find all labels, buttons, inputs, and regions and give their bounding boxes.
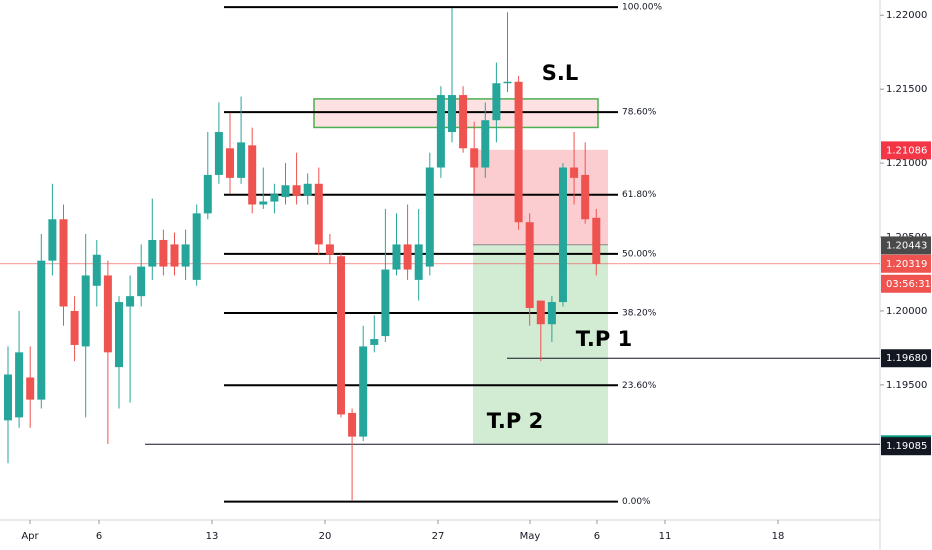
candle-body: [237, 142, 246, 178]
candle-body: [425, 167, 434, 267]
candle-body: [459, 95, 468, 149]
candle-body: [592, 217, 601, 264]
annotation: S.L: [542, 61, 578, 85]
y-tick-label: 1.21000: [886, 158, 927, 169]
candle-body: [503, 81, 512, 84]
fib-label: 23.60%: [622, 381, 657, 391]
candle-body: [170, 244, 179, 267]
candle-body: [192, 213, 201, 280]
candle-body: [15, 352, 24, 418]
y-tick-label: 1.20000: [886, 306, 927, 317]
x-tick-label: 27: [432, 531, 445, 542]
candle-body: [514, 81, 523, 223]
candle-body: [292, 185, 301, 196]
fib-label: 100.00%: [622, 3, 662, 13]
candle-body: [303, 183, 312, 196]
price-label: 1.21086: [886, 145, 927, 156]
x-tick-label: 11: [659, 531, 672, 542]
price-label-bg: [881, 254, 931, 273]
candle-body: [436, 95, 445, 168]
x-tick-label: May: [520, 531, 541, 542]
fib-label: 78.60%: [622, 108, 657, 118]
price-label-bg: [881, 349, 931, 368]
candle-body: [137, 266, 146, 297]
candle-body: [203, 174, 212, 214]
candle-body: [270, 194, 279, 202]
candle-body: [403, 244, 412, 270]
candle-body: [336, 256, 345, 415]
x-tick-label: 20: [319, 531, 332, 542]
candle-body: [225, 148, 234, 178]
candle-body: [481, 120, 490, 168]
fib-label: 0.00%: [622, 497, 651, 507]
candle-body: [70, 310, 79, 345]
fib-label: 61.80%: [622, 190, 657, 200]
candle-body: [325, 244, 334, 255]
price-label: 1.19680: [886, 353, 927, 364]
candle-body: [259, 201, 268, 205]
candle-body: [581, 174, 590, 220]
candle-body: [59, 219, 68, 307]
fib-label: 50.00%: [622, 249, 657, 259]
candle-body: [103, 275, 112, 353]
candle-body: [148, 239, 157, 267]
price-label: 1.20319: [886, 259, 927, 270]
sl-zone: [313, 98, 599, 129]
candle-body: [281, 185, 290, 198]
candle-body: [81, 275, 90, 347]
countdown: 03:56:31: [886, 279, 931, 290]
candle-body: [3, 374, 12, 421]
candle-body: [558, 167, 567, 303]
price-label: 1.19085: [886, 441, 927, 452]
price-label: 1.20443: [886, 240, 927, 251]
candle-body: [26, 377, 35, 400]
fib-label: 38.20%: [622, 309, 657, 319]
x-tick-label: 6: [594, 531, 600, 542]
candle-body: [314, 183, 323, 245]
candle-body: [348, 412, 357, 437]
candle-body: [570, 167, 579, 178]
x-tick-label: Apr: [21, 531, 39, 542]
candle-body: [114, 302, 123, 368]
candle-body: [536, 300, 545, 325]
candle-body: [159, 239, 168, 267]
y-tick-label: 1.22000: [886, 10, 927, 21]
candle-body: [470, 148, 479, 168]
x-tick-label: 13: [206, 531, 219, 542]
candle-body: [370, 339, 379, 345]
candle-body: [181, 244, 190, 267]
x-tick-label: 18: [772, 531, 785, 542]
candle-body: [392, 244, 401, 270]
candle-body: [48, 219, 57, 261]
y-tick-label: 1.21500: [886, 84, 927, 95]
candle-body: [381, 269, 390, 337]
y-tick-label: 1.19500: [886, 380, 927, 391]
candle-body: [525, 222, 534, 308]
candle-body: [248, 145, 257, 205]
candle-body: [92, 254, 101, 286]
candle-body: [359, 346, 368, 437]
x-tick-label: 6: [96, 531, 102, 542]
annotation: T.P 2: [487, 409, 543, 433]
candle-body: [37, 260, 46, 400]
candle-body: [214, 132, 223, 175]
annotation: T.P 1: [576, 327, 632, 351]
candle-body: [126, 296, 135, 307]
candle-body: [447, 95, 456, 133]
price-label-bg: [881, 437, 931, 456]
candle-body: [414, 244, 423, 280]
candle-body: [547, 302, 556, 325]
price-label-bg: [881, 141, 931, 160]
countdown-bg: [881, 274, 931, 293]
price-label-bg: [881, 236, 931, 255]
candle-body: [492, 83, 501, 121]
